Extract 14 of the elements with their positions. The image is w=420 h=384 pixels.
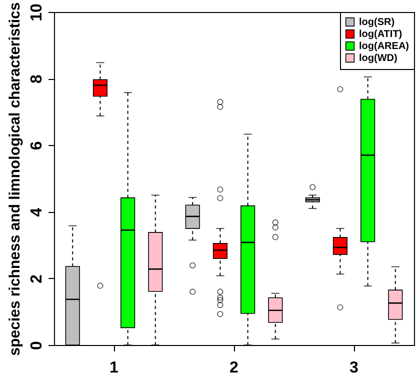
legend-label: log(WD)	[359, 53, 398, 64]
y-tick-label: 8	[28, 74, 46, 84]
x-tick-label: 1	[110, 360, 119, 376]
y-tick-label: 10	[28, 4, 46, 22]
y-tick-label: 4	[28, 208, 46, 217]
y-tick-label: 6	[28, 141, 46, 150]
legend-label: log(SR)	[359, 17, 395, 28]
x-tick-label: 3	[350, 360, 359, 376]
x-tick-label: 2	[230, 360, 239, 376]
y-tick-label: 2	[28, 274, 46, 284]
legend-label: log(ATIT)	[359, 29, 402, 40]
legend-label: log(AREA)	[359, 41, 409, 52]
y-tick-label: 0	[28, 340, 46, 350]
y-axis-title: species richness and limnological characteristics	[6, 2, 24, 356]
